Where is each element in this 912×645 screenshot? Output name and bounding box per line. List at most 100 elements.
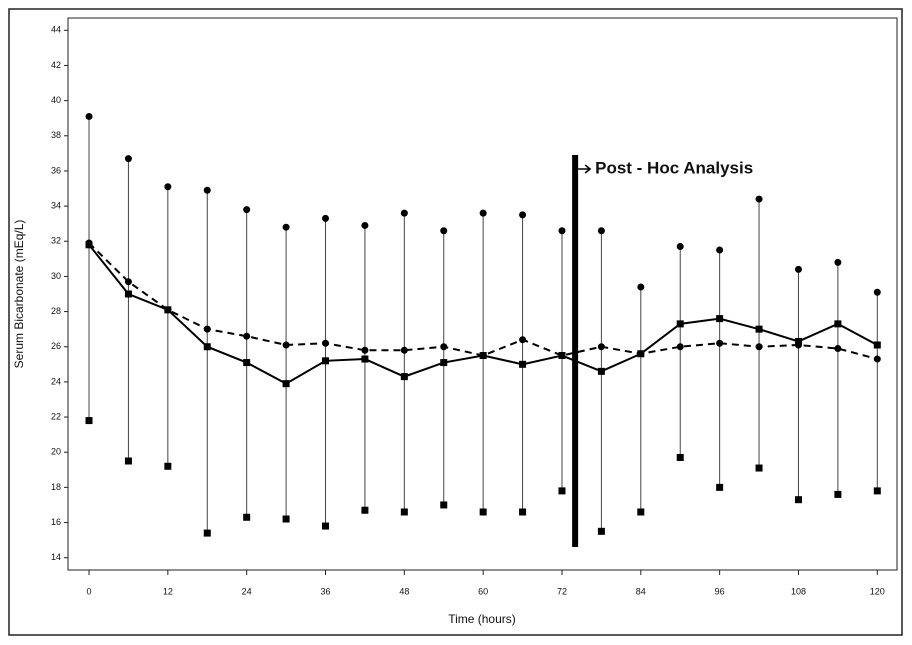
upper-marker xyxy=(282,223,290,231)
upper-marker xyxy=(322,214,330,222)
series-marker xyxy=(834,344,842,352)
lower-marker xyxy=(479,508,487,516)
upper-marker xyxy=(479,209,487,217)
lower-marker xyxy=(519,508,527,516)
series-marker xyxy=(440,343,448,351)
lower-marker xyxy=(282,515,290,523)
series-marker xyxy=(85,239,93,247)
x-axis-label: Time (hours) xyxy=(448,612,516,626)
lower-marker xyxy=(794,496,802,504)
upper-marker xyxy=(124,155,132,163)
series-marker xyxy=(597,367,605,375)
x-tick-label: 0 xyxy=(87,586,92,596)
series-marker xyxy=(243,332,251,340)
series-marker xyxy=(164,306,172,314)
y-tick-label: 36 xyxy=(51,165,61,175)
series-marker xyxy=(676,320,684,328)
upper-marker xyxy=(558,227,566,235)
x-tick-label: 48 xyxy=(399,586,409,596)
lower-marker xyxy=(361,506,369,514)
lower-marker xyxy=(834,490,842,498)
series-marker xyxy=(282,341,290,349)
lower-marker xyxy=(124,457,132,465)
x-tick-label: 24 xyxy=(242,586,252,596)
y-tick-label: 22 xyxy=(51,411,61,421)
series-marker xyxy=(203,325,211,333)
series-marker xyxy=(203,343,211,351)
y-tick-label: 30 xyxy=(51,271,61,281)
series-marker xyxy=(519,336,527,344)
upper-marker xyxy=(85,112,93,120)
upper-marker xyxy=(637,283,645,291)
upper-marker xyxy=(400,209,408,217)
upper-marker xyxy=(676,243,684,251)
series-marker xyxy=(440,359,448,367)
series-marker xyxy=(834,320,842,328)
upper-marker xyxy=(243,206,251,214)
y-tick-label: 40 xyxy=(51,95,61,105)
upper-marker xyxy=(755,195,763,203)
series-marker xyxy=(361,346,369,354)
y-axis-label: Serum Bicarbonate (mEq/L) xyxy=(12,220,26,369)
y-tick-label: 20 xyxy=(51,447,61,457)
y-tick-label: 26 xyxy=(51,341,61,351)
series-marker xyxy=(794,341,802,349)
x-tick-label: 60 xyxy=(478,586,488,596)
lower-marker xyxy=(203,529,211,537)
upper-marker xyxy=(203,186,211,194)
series-marker xyxy=(282,380,290,388)
x-tick-label: 84 xyxy=(636,586,646,596)
series-marker xyxy=(794,337,802,345)
x-tick-label: 12 xyxy=(163,586,173,596)
y-tick-label: 34 xyxy=(51,200,61,210)
y-tick-label: 44 xyxy=(51,25,61,35)
y-tick-label: 32 xyxy=(51,236,61,246)
series-marker xyxy=(243,359,251,367)
lower-marker xyxy=(676,453,684,461)
series-marker xyxy=(124,290,132,298)
x-tick-label: 120 xyxy=(870,586,885,596)
series-marker xyxy=(361,355,369,363)
lower-marker xyxy=(597,527,605,535)
y-tick-label: 24 xyxy=(51,376,61,386)
y-tick-label: 14 xyxy=(51,552,61,562)
series-marker xyxy=(755,325,763,333)
series-marker xyxy=(479,352,487,360)
lower-marker xyxy=(440,501,448,509)
series-marker xyxy=(400,346,408,354)
lower-marker xyxy=(755,464,763,472)
series-marker xyxy=(716,315,724,323)
upper-marker xyxy=(440,227,448,235)
y-tick-label: 18 xyxy=(51,482,61,492)
lower-marker xyxy=(85,417,93,425)
annotation-arrow xyxy=(578,164,592,174)
y-tick-label: 38 xyxy=(51,130,61,140)
y-tick-label: 42 xyxy=(51,60,61,70)
series-marker xyxy=(322,339,330,347)
x-tick-label: 72 xyxy=(557,586,567,596)
lower-marker xyxy=(558,487,566,495)
lower-marker xyxy=(716,483,724,491)
series-marker xyxy=(755,343,763,351)
series-marker xyxy=(637,350,645,358)
series-marker xyxy=(400,373,408,381)
series-marker xyxy=(124,278,132,286)
series-marker xyxy=(322,357,330,365)
lower-marker xyxy=(243,513,251,521)
upper-marker xyxy=(834,258,842,266)
series-marker xyxy=(873,341,881,349)
y-tick-label: 16 xyxy=(51,517,61,527)
lower-marker xyxy=(164,462,172,470)
upper-marker xyxy=(361,221,369,229)
x-tick-label: 96 xyxy=(715,586,725,596)
upper-marker xyxy=(794,265,802,273)
series-marker xyxy=(597,343,605,351)
series-marker xyxy=(716,339,724,347)
lower-marker xyxy=(873,487,881,495)
y-tick-label: 28 xyxy=(51,306,61,316)
outer-frame xyxy=(8,8,903,636)
plot-frame xyxy=(67,17,898,571)
upper-marker xyxy=(716,246,724,254)
upper-marker xyxy=(519,211,527,219)
